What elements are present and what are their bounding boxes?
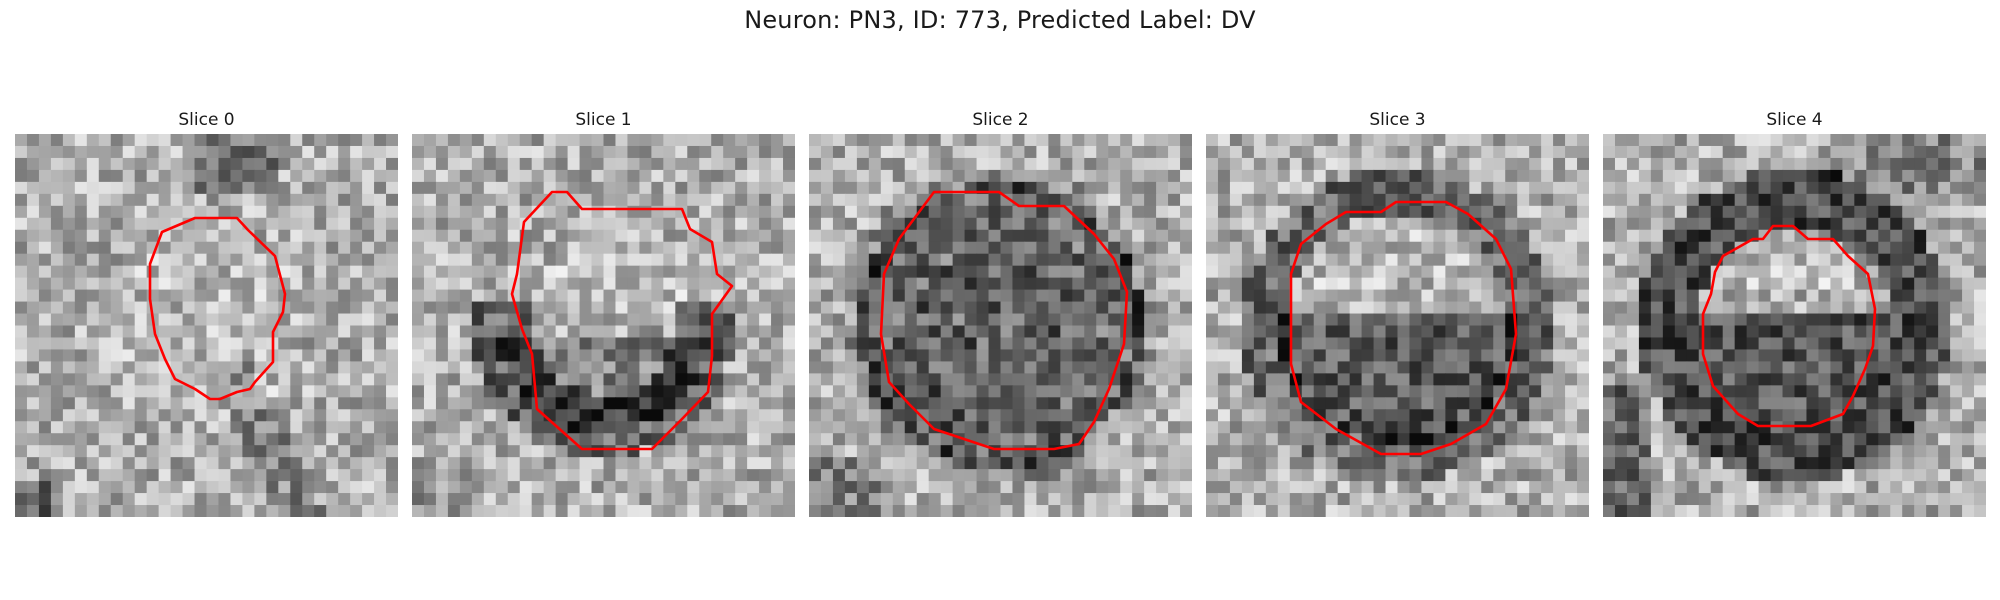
grayscale-pixel-grid (15, 134, 398, 517)
grayscale-pixel-grid (1206, 134, 1589, 517)
slice-image-4 (1603, 134, 1986, 517)
slice-image-3 (1206, 134, 1589, 517)
grayscale-pixel-grid (1603, 134, 1986, 517)
slice-title: Slice 4 (1603, 108, 1986, 132)
slice-panel-3: Slice 3 (1206, 108, 1589, 517)
slice-title: Slice 2 (809, 108, 1192, 132)
slice-title: Slice 0 (15, 108, 398, 132)
slice-title: Slice 1 (412, 108, 795, 132)
slice-image-2 (809, 134, 1192, 517)
slice-panel-1: Slice 1 (412, 108, 795, 517)
slice-image-0 (15, 134, 398, 517)
slice-panel-0: Slice 0 (15, 108, 398, 517)
slice-panel-2: Slice 2 (809, 108, 1192, 517)
slice-image-1 (412, 134, 795, 517)
grayscale-pixel-grid (412, 134, 795, 517)
figure-title: Neuron: PN3, ID: 773, Predicted Label: D… (0, 6, 2000, 34)
grayscale-pixel-grid (809, 134, 1192, 517)
slice-panel-4: Slice 4 (1603, 108, 1986, 517)
slice-title: Slice 3 (1206, 108, 1589, 132)
